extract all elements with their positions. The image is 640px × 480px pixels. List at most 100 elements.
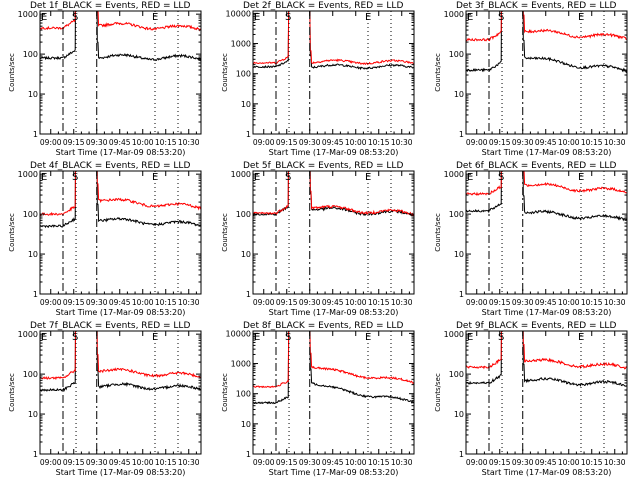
x-tick-label: 09:00 [40,458,62,467]
panel-title: Det 3f_BLACK = Events, RED = LLD [456,1,616,11]
x-tick-label: 09:00 [253,138,275,147]
y-tick-label: 1000 [444,10,464,19]
y-axis-label: Counts/sec [221,53,229,92]
axes-frame [465,10,628,135]
series-lld-line [40,331,201,381]
series-lld-line [466,331,627,370]
plot-area [466,331,627,387]
x-tick-label: 09:00 [466,458,488,467]
y-tick-label: 1000 [231,40,251,49]
x-tick-label: 09:00 [253,298,275,307]
x-tick-label: 09:45 [535,138,557,147]
x-axis-label: Start Time (17-Mar-09 08:53:20) [269,468,399,477]
y-tick-label: 100 [236,70,251,79]
y-tick-label: 10 [28,410,38,419]
x-tick-label: 09:45 [535,298,557,307]
x-axis-label: Start Time (17-Mar-09 08:53:20) [269,148,399,157]
x-tick-label: 10:15 [368,138,390,147]
x-tick-label: 10:00 [558,298,580,307]
x-tick-label: 09:15 [63,298,85,307]
x-tick-label: 10:30 [178,138,200,147]
x-tick-label: 09:30 [86,138,108,147]
x-axis-label: Start Time (17-Mar-09 08:53:20) [482,308,612,317]
x-tick-label: 09:15 [276,458,298,467]
series-lld-line [40,171,201,217]
y-tick-label: 10000 [226,9,251,18]
x-tick-label: 09:30 [299,138,321,147]
series-events-line [40,331,201,392]
plot-area [253,171,414,217]
y-axis-label: Counts/sec [8,373,16,412]
y-tick-label: 1000 [18,170,38,179]
x-tick-label: 09:15 [63,458,85,467]
y-tick-label: 10 [241,250,251,259]
series-events-line [466,171,627,222]
plot-area [253,331,414,405]
x-tick-label: 09:15 [489,298,511,307]
x-tick-label: 09:00 [253,458,275,467]
marker-e: E [365,172,371,183]
x-tick-label: 09:15 [276,298,298,307]
panel-title: Det 8f_BLACK = Events, RED = LLD [243,321,403,331]
y-tick-label: 1 [459,130,464,139]
marker-e-left: E [467,12,473,23]
y-tick-label: 1000 [18,330,38,339]
x-tick-label: 10:15 [155,298,177,307]
y-tick-label: 1 [33,290,38,299]
series-lld-line [253,331,414,389]
axes-frame [465,330,628,455]
series-lld-line [253,11,414,66]
x-tick-label: 10:15 [155,458,177,467]
y-tick-label: 1 [246,450,251,459]
x-tick-label: 09:00 [40,298,62,307]
marker-e: E [578,12,584,23]
series-lld-line [466,171,627,196]
x-tick-label: 10:15 [581,298,603,307]
x-tick-label: 10:15 [581,458,603,467]
marker-s: S [285,172,291,183]
x-tick-label: 09:30 [512,458,534,467]
x-tick-label: 09:30 [299,298,321,307]
x-tick-label: 10:30 [178,458,200,467]
axes-frame [252,330,415,455]
marker-e-left: E [467,172,473,183]
x-tick-label: 10:15 [368,298,390,307]
x-tick-label: 10:30 [604,298,626,307]
panel-title: Det 1f_BLACK = Events, RED = LLD [30,1,190,11]
y-tick-label: 100 [236,390,251,399]
marker-s: S [72,172,78,183]
series-events-line [253,11,414,71]
y-tick-label: 10 [454,250,464,259]
y-tick-label: 100 [23,370,38,379]
x-axis-label: Start Time (17-Mar-09 08:53:20) [56,308,186,317]
marker-e: E [152,332,158,343]
axes-frame [39,10,202,135]
y-tick-label: 100 [23,210,38,219]
plot-area [466,11,627,74]
y-tick-label: 10 [241,100,251,109]
x-tick-label: 09:15 [489,458,511,467]
marker-e: E [152,172,158,183]
marker-e-left: E [254,12,260,23]
x-tick-label: 10:30 [604,458,626,467]
y-tick-label: 10 [454,90,464,99]
x-tick-label: 09:30 [512,138,534,147]
series-events-line [466,11,627,74]
y-axis-label: Counts/sec [434,373,442,412]
marker-s: S [72,12,78,23]
axes-frame [465,170,628,295]
x-tick-label: 09:00 [40,138,62,147]
series-lld-line [253,171,414,217]
marker-s: S [498,12,504,23]
y-tick-label: 1000 [444,330,464,339]
y-axis-label: Counts/sec [221,373,229,412]
panel-title: Det 2f_BLACK = Events, RED = LLD [243,1,403,11]
x-tick-label: 10:00 [132,298,154,307]
